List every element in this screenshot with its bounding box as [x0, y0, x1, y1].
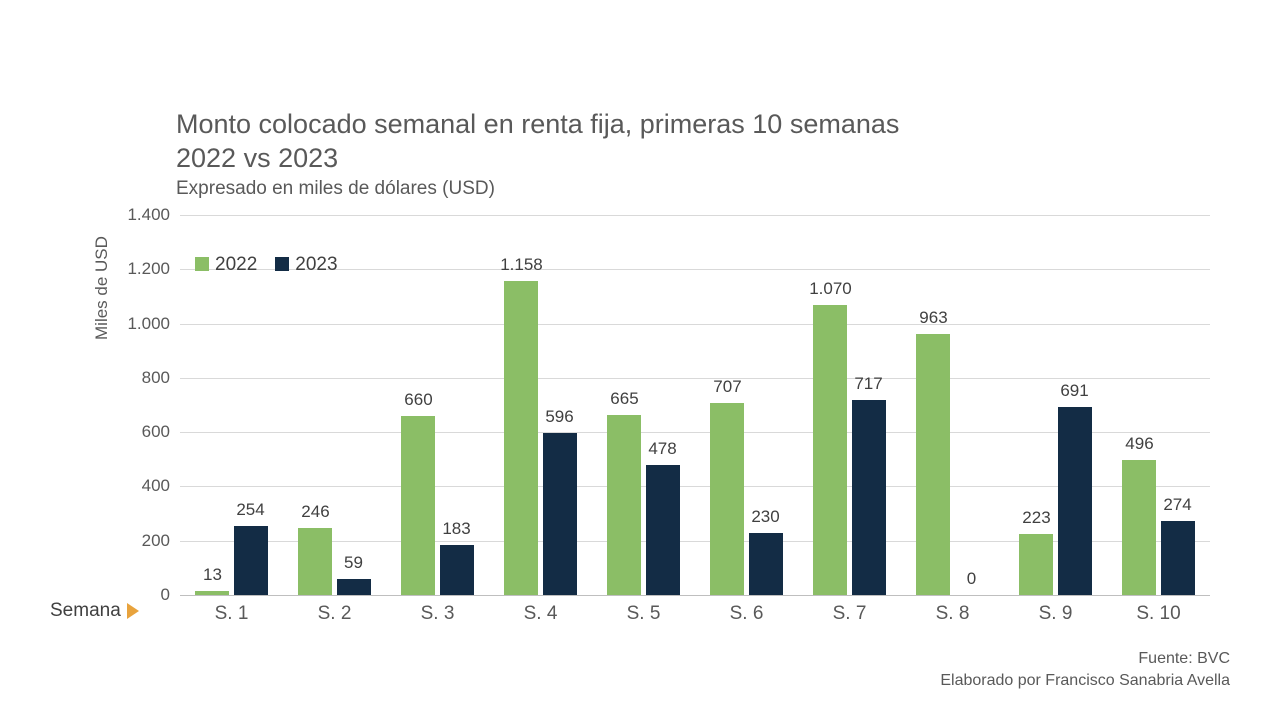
bar — [852, 400, 886, 595]
bar — [440, 545, 474, 595]
bar-value-label: 963 — [919, 308, 947, 328]
y-tick-label: 200 — [110, 531, 170, 551]
bar — [607, 415, 641, 596]
bar-value-label: 230 — [751, 507, 779, 527]
gridline — [180, 378, 1210, 379]
x-tick-label: S. 6 — [730, 603, 764, 625]
legend-swatch — [195, 257, 209, 271]
gridline — [180, 541, 1210, 542]
bar-value-label: 246 — [301, 502, 329, 522]
x-tick-label: S. 2 — [318, 603, 352, 625]
bar — [1058, 407, 1092, 595]
x-tick-label: S. 8 — [936, 603, 970, 625]
bar — [337, 579, 371, 595]
bar-value-label: 660 — [404, 390, 432, 410]
chart-subtitle: Expresado en miles de dólares (USD) — [176, 178, 495, 200]
bar — [916, 334, 950, 595]
bar — [646, 465, 680, 595]
baseline — [180, 595, 1210, 596]
arrow-right-icon — [127, 603, 139, 619]
bar — [401, 416, 435, 595]
bar — [1122, 460, 1156, 595]
x-tick-label: S. 3 — [421, 603, 455, 625]
legend-label: 2023 — [295, 254, 337, 275]
y-tick-label: 1.000 — [110, 314, 170, 334]
x-tick-label: S. 7 — [833, 603, 867, 625]
footer-source: Fuente: BVC — [1138, 650, 1230, 668]
chart-title-line2: 2022 vs 2023 — [176, 143, 338, 173]
x-tick-label: S. 5 — [627, 603, 661, 625]
chart-title: Monto colocado semanal en renta fija, pr… — [176, 108, 899, 176]
y-tick-label: 800 — [110, 368, 170, 388]
legend: 2022 2023 — [195, 254, 338, 276]
bar — [298, 528, 332, 595]
chart-title-line1: Monto colocado semanal en renta fija, pr… — [176, 109, 899, 139]
bar-value-label: 1.070 — [809, 279, 852, 299]
bar — [504, 281, 538, 595]
bar-value-label: 0 — [967, 569, 976, 589]
bar-value-label: 707 — [713, 377, 741, 397]
y-tick-label: 400 — [110, 476, 170, 496]
y-axis-label: Miles de USD — [92, 236, 112, 340]
gridline — [180, 432, 1210, 433]
bar — [749, 533, 783, 595]
bar — [710, 403, 744, 595]
gridline — [180, 215, 1210, 216]
bar-value-label: 254 — [236, 500, 264, 520]
legend-item: 2023 — [275, 254, 337, 276]
x-tick-label: S. 4 — [524, 603, 558, 625]
legend-swatch — [275, 257, 289, 271]
bar-value-label: 496 — [1125, 434, 1153, 454]
bar — [813, 305, 847, 595]
bar — [234, 526, 268, 595]
chart-container: Monto colocado semanal en renta fija, pr… — [0, 0, 1280, 720]
x-tick-label: S. 10 — [1136, 603, 1180, 625]
bar-value-label: 717 — [854, 374, 882, 394]
y-tick-label: 1.400 — [110, 205, 170, 225]
bar-value-label: 223 — [1022, 508, 1050, 528]
bar — [1019, 534, 1053, 595]
gridline — [180, 486, 1210, 487]
bar — [195, 591, 229, 595]
bar-value-label: 274 — [1163, 495, 1191, 515]
bar — [1161, 521, 1195, 595]
bar-value-label: 183 — [442, 519, 470, 539]
bar-value-label: 665 — [610, 389, 638, 409]
bar-value-label: 1.158 — [500, 255, 543, 275]
y-tick-label: 1.200 — [110, 259, 170, 279]
bar-value-label: 59 — [344, 553, 363, 573]
y-tick-label: 600 — [110, 422, 170, 442]
x-axis-title: Semana — [50, 600, 139, 622]
bar-value-label: 691 — [1060, 381, 1088, 401]
x-tick-label: S. 1 — [215, 603, 249, 625]
x-axis-title-text: Semana — [50, 600, 121, 622]
bar — [543, 433, 577, 595]
x-tick-label: S. 9 — [1039, 603, 1073, 625]
bar-value-label: 596 — [545, 407, 573, 427]
footer-author: Elaborado por Francisco Sanabria Avella — [940, 672, 1230, 690]
bar-value-label: 13 — [203, 565, 222, 585]
legend-item: 2022 — [195, 254, 257, 276]
bar-value-label: 478 — [648, 439, 676, 459]
legend-label: 2022 — [215, 254, 257, 275]
gridline — [180, 324, 1210, 325]
